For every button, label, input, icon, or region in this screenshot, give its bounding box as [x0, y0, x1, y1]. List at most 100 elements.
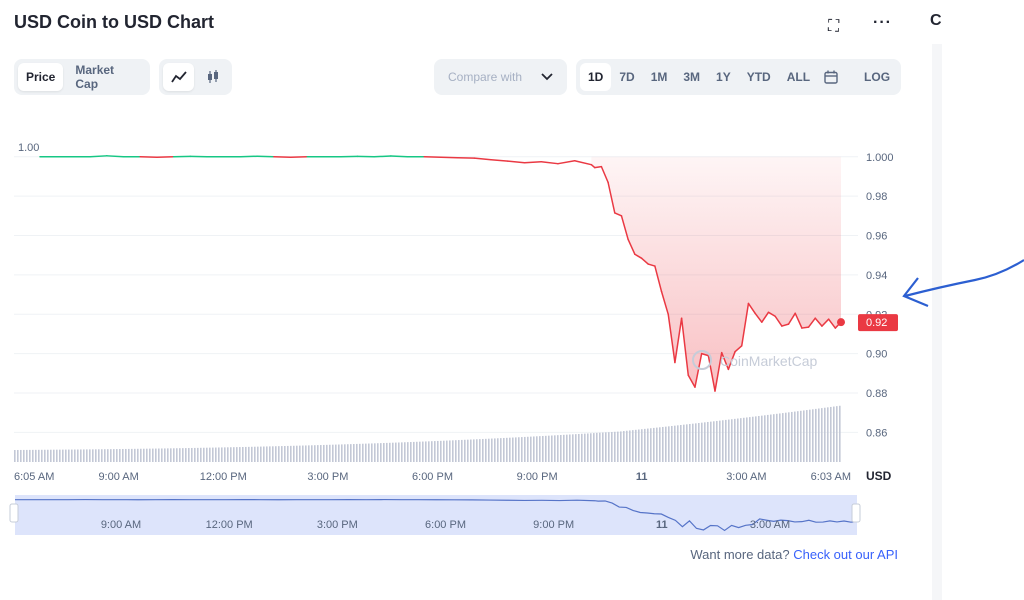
- range-ytd[interactable]: YTD: [746, 70, 771, 84]
- x-tick-label: 6:05 AM: [14, 471, 54, 483]
- x-tick-label: 9:00 AM: [98, 471, 138, 483]
- price-line-segment: [607, 181, 616, 214]
- volume-bar: [797, 411, 799, 462]
- volume-bar: [149, 448, 151, 462]
- compare-with-label: Compare with: [448, 70, 523, 84]
- volume-bar: [239, 447, 241, 462]
- volume-bar: [656, 427, 658, 462]
- api-promo-text: Want more data?: [690, 547, 790, 562]
- volume-bar: [494, 438, 496, 462]
- volume-bar: [209, 447, 211, 462]
- current-price-marker: 0.92: [837, 314, 898, 332]
- range-3m[interactable]: 3M: [683, 70, 701, 84]
- volume-bar: [587, 433, 589, 462]
- tab-price[interactable]: Price: [18, 63, 64, 91]
- volume-bar: [599, 432, 601, 462]
- price-line-segment: [720, 351, 730, 371]
- volume-bar: [116, 449, 118, 462]
- volume-bar: [455, 440, 457, 462]
- view-toggle: Price Market Cap: [14, 59, 150, 95]
- volume-bar: [233, 447, 235, 462]
- candlestick-chart-button[interactable]: [198, 63, 228, 91]
- hand-drawn-arrow: [902, 259, 1024, 308]
- volume-bar: [803, 410, 805, 462]
- calendar-button[interactable]: [818, 63, 844, 91]
- volume-bar: [770, 414, 772, 462]
- price-line-segment: [557, 159, 576, 165]
- api-promo: Want more data? Check out our API: [690, 547, 898, 562]
- volume-bar: [35, 449, 37, 462]
- x-tick-label: 6:03 AM: [811, 471, 851, 483]
- more-options-icon[interactable]: ···: [873, 14, 892, 31]
- volume-bar: [575, 434, 577, 462]
- price-line-segment: [747, 302, 756, 315]
- volume-bar: [473, 439, 475, 462]
- volume-bar: [725, 419, 727, 462]
- volume-bar: [818, 408, 820, 462]
- volume-bar: [389, 442, 391, 462]
- price-line-segment: [667, 313, 676, 364]
- price-chart[interactable]: CoinMarketCap 1.000 0.98 0.96 0.94 0.92 0.90 0…: [0, 110, 1024, 550]
- navigator-left-handle[interactable]: [9, 503, 19, 523]
- volume-bar: [680, 425, 682, 462]
- volume-bar: [566, 434, 568, 462]
- navigator-line: [15, 498, 858, 532]
- volume-bar: [308, 445, 310, 462]
- chart-type-toggle: [159, 59, 232, 95]
- volume-bar: [641, 429, 643, 462]
- volume-bar: [614, 431, 616, 462]
- log-scale-button[interactable]: LOG: [864, 70, 891, 84]
- price-line-segment: [807, 317, 817, 328]
- volume-bar: [644, 428, 646, 462]
- range-7d[interactable]: 7D: [619, 70, 635, 84]
- volume-bar: [716, 420, 718, 462]
- volume-bar: [449, 440, 451, 462]
- volume-bar: [647, 428, 649, 462]
- volume-bar: [482, 438, 484, 462]
- volume-bar: [134, 448, 136, 462]
- price-line-segment: [256, 155, 275, 158]
- tab-market-cap[interactable]: Market Cap: [75, 63, 115, 91]
- volume-bar: [719, 420, 721, 462]
- volume-bar: [392, 442, 394, 462]
- api-link[interactable]: Check out our API: [793, 547, 898, 562]
- price-line-segment: [523, 160, 543, 164]
- page-title: USD Coin to USD Chart: [14, 12, 214, 32]
- price-line-segment: [827, 318, 837, 329]
- side-panel: [932, 44, 942, 600]
- volume-bar: [629, 430, 631, 462]
- volume-bar: [341, 444, 343, 462]
- volume-bar: [836, 406, 838, 462]
- x-tick-label: 9:00 PM: [517, 471, 558, 483]
- range-1m[interactable]: 1M: [650, 70, 668, 84]
- price-line-segment: [89, 155, 108, 158]
- x-tick-label: 6:00 PM: [412, 471, 453, 483]
- volume-bar: [254, 446, 256, 462]
- range-1d[interactable]: 1D: [580, 63, 612, 91]
- range-1y[interactable]: 1Y: [716, 70, 731, 84]
- volume-bar: [743, 417, 745, 462]
- y-tick-label: 1.000: [866, 152, 894, 164]
- volume-bar: [137, 448, 139, 462]
- line-chart-button[interactable]: [163, 63, 195, 91]
- volume-bar: [794, 411, 796, 462]
- range-navigator[interactable]: 9:00 AM 12:00 PM 3:00 PM 6:00 PM 9:00 PM 11 3:…: [9, 495, 861, 535]
- compare-with-dropdown[interactable]: Compare with: [434, 59, 567, 95]
- x-tick-label: 11: [636, 471, 648, 483]
- volume-bar: [509, 437, 511, 462]
- fullscreen-icon[interactable]: ⛶: [828, 18, 840, 35]
- volume-bar: [266, 446, 268, 462]
- volume-bar: [704, 422, 706, 462]
- watermark: CoinMarketCap: [692, 350, 817, 370]
- volume-bar: [191, 447, 193, 462]
- volume-bar: [197, 447, 199, 462]
- volume-bar: [515, 437, 517, 462]
- current-price-dot: [837, 318, 845, 327]
- volume-bar: [740, 418, 742, 462]
- volume-bar: [29, 449, 31, 462]
- volume-bar: [101, 449, 103, 462]
- volume-bar: [287, 445, 289, 462]
- volume-bar: [752, 416, 754, 462]
- navigator-right-handle[interactable]: [851, 503, 861, 523]
- range-all[interactable]: ALL: [786, 70, 811, 84]
